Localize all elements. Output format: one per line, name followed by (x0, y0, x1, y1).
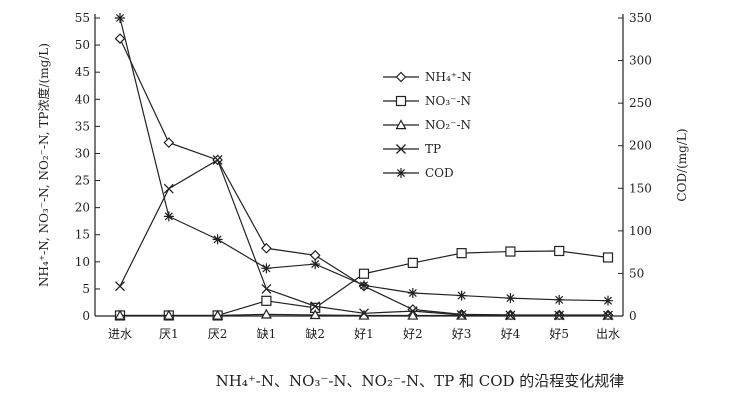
left-tick-label: 45 (75, 65, 90, 79)
left-tick-label: 10 (75, 255, 90, 269)
data-point (310, 301, 321, 312)
right-tick-label: 100 (629, 224, 652, 238)
x-tick-label: 厌2 (208, 327, 228, 341)
right-tick-label: 150 (629, 181, 652, 195)
legend-marker (396, 144, 406, 154)
legend-label: NO₂⁻-N (425, 118, 471, 132)
x-tick-label: 进水 (108, 327, 132, 341)
right-tick-label: 0 (629, 309, 637, 323)
data-point (407, 309, 419, 320)
figure-caption: NH₄⁺-N、NO₃⁻-N、NO₂⁻-N、TP 和 COD 的沿程变化规律 (216, 372, 625, 390)
x-tick-label: 缺1 (257, 326, 277, 341)
right-tick-label: 200 (629, 139, 652, 153)
x-tick-label: 缺2 (305, 326, 325, 341)
legend-entry: TP (383, 142, 441, 156)
series-3 (115, 154, 613, 321)
data-point (554, 310, 565, 321)
x-tick-label: 好3 (452, 327, 472, 341)
data-point (114, 33, 126, 44)
x-tick-label: 好5 (549, 327, 569, 341)
legend-marker (395, 95, 407, 107)
left-tick-label: 50 (75, 38, 90, 52)
data-point (212, 309, 224, 320)
x-tick-label: 厌1 (159, 327, 179, 341)
right-tick-label: 350 (629, 11, 652, 25)
data-point (310, 259, 321, 270)
left-axis-ticks: 0 5 10 15 20 25 30 35 40 45 50 55 (75, 11, 100, 323)
data-point (309, 309, 321, 320)
left-tick-label: 20 (75, 201, 90, 215)
left-tick-label: 5 (82, 282, 90, 296)
series-line (119, 159, 608, 317)
data-point (505, 293, 516, 304)
data-point (359, 280, 369, 291)
data-point (456, 248, 467, 259)
data-point (359, 308, 369, 319)
left-tick-label: 55 (75, 11, 90, 25)
right-tick-label: 50 (629, 266, 644, 280)
y-axis-title-left: NH₄⁺-N, NO₃⁻-N, NO₂⁻-N, TP浓度/(mg/L) (36, 43, 51, 287)
x-tick-label: 好1 (354, 327, 374, 341)
data-point (261, 283, 272, 294)
legend-marker (395, 119, 407, 130)
data-point (505, 310, 516, 321)
data-point (407, 288, 418, 299)
left-tick-label: 0 (82, 309, 90, 323)
data-point (554, 294, 565, 305)
left-tick-label: 40 (75, 92, 90, 106)
data-point (163, 183, 174, 194)
data-point (260, 308, 272, 319)
left-tick-label: 30 (75, 146, 90, 160)
series-line (119, 17, 609, 302)
data-point (456, 309, 467, 320)
data-point (261, 263, 272, 274)
right-tick-label: 250 (629, 96, 652, 110)
data-point (115, 281, 125, 292)
legend-marker (396, 168, 406, 178)
data-point (261, 295, 272, 306)
legend-entry: NO₃⁻-N (383, 94, 471, 108)
data-point (163, 211, 174, 222)
y-axis-title-right: COD/(mg/L) (675, 128, 689, 201)
data-point (212, 154, 223, 165)
legend-label: TP (425, 142, 441, 156)
legend-label: NO₃⁻-N (425, 94, 471, 108)
legend-label: NH₄⁺-N (425, 70, 472, 84)
legend-entry: NO₂⁻-N (383, 118, 471, 132)
data-point (114, 309, 126, 320)
data-point (212, 234, 223, 245)
data-point (309, 249, 321, 261)
x-axis-ticks: 进水 厌1 厌2 缺1 缺2 好1 好2 好3 好4 好5 出水 (108, 312, 620, 341)
series-layer (114, 13, 614, 321)
legend-marker (395, 71, 407, 83)
data-point (456, 290, 467, 301)
data-point (407, 257, 418, 269)
data-point (163, 137, 175, 148)
data-point (603, 295, 613, 306)
legend-entry: NH₄⁺-N (383, 70, 472, 84)
data-point (602, 252, 614, 263)
series-4 (115, 13, 613, 306)
x-tick-label: 好4 (501, 327, 521, 341)
data-point (505, 246, 516, 257)
left-tick-label: 15 (75, 228, 90, 242)
left-tick-label: 25 (75, 174, 90, 188)
right-axis-ticks: 0 50 100 150 200 250 300 350 (618, 11, 652, 323)
data-point (603, 310, 613, 321)
data-point (163, 309, 175, 320)
legend-label: COD (425, 166, 454, 180)
data-point (261, 242, 272, 254)
x-tick-label: 好2 (403, 327, 423, 341)
x-tick-label: 出水 (596, 327, 620, 341)
legend-entry: COD (383, 166, 454, 180)
data-point (554, 245, 565, 257)
legend: NH₄⁺-N NO₃⁻-N NO₂⁻-N TP COD (383, 70, 472, 180)
data-point (358, 268, 370, 279)
right-tick-label: 300 (629, 54, 652, 68)
data-point (115, 13, 125, 23)
left-tick-label: 35 (75, 119, 90, 133)
data-point (407, 306, 418, 317)
